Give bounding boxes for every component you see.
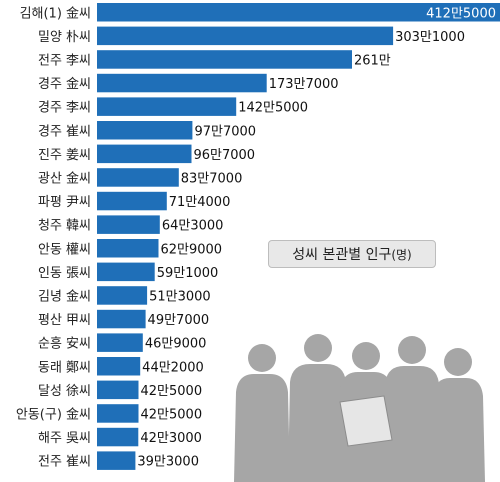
category-label-14: 평산 甲씨 <box>38 313 91 328</box>
bar-7 <box>97 144 192 164</box>
category-label-12: 인동 張씨 <box>38 266 91 281</box>
document-paper-illustration <box>339 395 393 447</box>
person-head-4 <box>398 336 426 364</box>
category-label-11: 안동 權씨 <box>38 242 91 257</box>
category-label-7: 진주 姜씨 <box>38 148 91 163</box>
bar-1 <box>97 3 500 22</box>
value-label-14: 49만7000 <box>148 313 210 328</box>
value-label-3: 261만 <box>354 53 391 68</box>
person-head-2 <box>304 334 332 362</box>
value-label-20: 39만3000 <box>137 455 199 470</box>
value-label-16: 44만2000 <box>142 360 204 375</box>
person-body-5 <box>431 378 485 482</box>
value-labels-group: 412만5000 303만1000 261만 173만7000 142만5000 97만7… <box>137 6 496 469</box>
category-label-8: 광산 金씨 <box>38 170 91 186</box>
category-label-16: 동래 鄭씨 <box>38 360 91 375</box>
value-label-11: 62만9000 <box>160 242 222 257</box>
category-label-15: 순흥 安씨 <box>38 337 91 352</box>
category-label-20: 전주 崔씨 <box>38 454 91 470</box>
person-body-1 <box>234 374 290 482</box>
value-label-18: 42만5000 <box>141 407 203 422</box>
bar-14 <box>97 309 146 329</box>
bars-group <box>97 3 500 470</box>
bar-17 <box>97 380 139 400</box>
value-label-19: 42만3000 <box>140 431 202 446</box>
category-label-10: 청주 韓씨 <box>38 219 91 234</box>
category-label-4: 경주 金씨 <box>38 76 91 92</box>
bar-16 <box>97 357 141 376</box>
category-label-6: 경주 崔씨 <box>38 123 91 139</box>
bar-2 <box>97 26 394 46</box>
category-label-3: 전주 李씨 <box>38 53 91 68</box>
person-body-4 <box>383 366 441 482</box>
category-label-18: 안동(구) 金씨 <box>16 406 91 422</box>
bar-10 <box>97 215 160 234</box>
category-label-5: 경주 李씨 <box>38 101 91 116</box>
person-head-3 <box>352 342 380 370</box>
value-label-5: 142만5000 <box>238 101 308 116</box>
category-label-13: 김녕 金씨 <box>38 288 91 304</box>
category-label-19: 해주 吳씨 <box>38 431 91 446</box>
value-label-7: 96만7000 <box>193 148 255 163</box>
bar-4 <box>97 73 267 93</box>
value-label-9: 71만4000 <box>169 195 231 210</box>
value-label-15: 46만9000 <box>145 337 207 352</box>
value-label-13: 51만3000 <box>149 289 211 304</box>
value-label-8: 83만7000 <box>181 171 243 186</box>
category-label-17: 달성 徐씨 <box>38 384 91 399</box>
bar-20 <box>97 451 136 470</box>
value-label-10: 64만3000 <box>162 219 224 234</box>
bar-12 <box>97 262 155 282</box>
value-label-6: 97만7000 <box>194 124 256 139</box>
bar-15 <box>97 333 143 352</box>
bar-5 <box>97 97 237 116</box>
bar-19 <box>97 427 139 447</box>
bar-3 <box>97 50 352 69</box>
value-label-4: 173만7000 <box>269 77 339 92</box>
bar-9 <box>97 191 167 211</box>
bar-18 <box>97 404 139 423</box>
value-label-2: 303만1000 <box>395 30 465 45</box>
bar-6 <box>97 121 193 140</box>
category-label-2: 밀양 朴씨 <box>38 30 91 45</box>
people-silhouette-illustration <box>234 334 485 482</box>
chart-title-unit: (명) <box>391 247 412 262</box>
value-label-12: 59만1000 <box>157 266 219 281</box>
person-head-5 <box>444 348 472 376</box>
bar-11 <box>97 239 159 258</box>
person-head-1 <box>248 344 276 372</box>
person-body-2 <box>288 364 348 482</box>
value-label-1: 412만5000 <box>426 6 496 21</box>
bar-8 <box>97 168 179 187</box>
category-label-1: 김해(1) 金씨 <box>20 5 91 21</box>
value-label-17: 42만5000 <box>141 384 203 399</box>
category-label-9: 파평 尹씨 <box>38 195 91 210</box>
chart-title-box: 성씨 본관별 인구 (명) <box>268 240 436 268</box>
bar-13 <box>97 286 148 305</box>
chart-title: 성씨 본관별 인구 <box>292 247 392 263</box>
